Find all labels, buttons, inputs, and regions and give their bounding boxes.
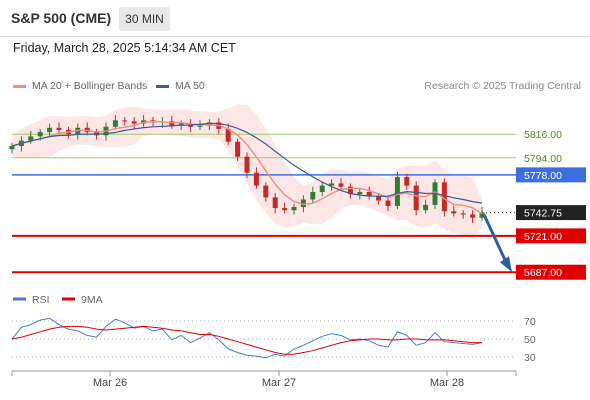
instrument-title: S&P 500 (CME) bbox=[11, 10, 112, 26]
ma50-swatch bbox=[156, 84, 169, 88]
rsi-ma-line bbox=[11, 325, 482, 355]
legend-ma20: MA 20 + Bollinger Bands bbox=[13, 80, 147, 92]
candle-body bbox=[338, 183, 344, 187]
candle-body bbox=[263, 185, 269, 198]
candle-body bbox=[206, 122, 212, 126]
candle-body bbox=[244, 156, 250, 173]
timestamp: Friday, March 28, 2025 5:14:34 AM CET bbox=[13, 41, 236, 55]
candle-body bbox=[253, 172, 259, 186]
candle-body bbox=[479, 212, 485, 218]
level-label-resistance: 5816.00 bbox=[524, 129, 562, 141]
rsi-legend-label: RSI bbox=[32, 294, 50, 306]
ma20-swatch bbox=[13, 84, 26, 88]
candle-body bbox=[385, 200, 391, 206]
candle-body bbox=[376, 196, 382, 201]
level-label-support: 5721.00 bbox=[524, 231, 562, 243]
candle-body bbox=[169, 121, 175, 126]
candle-body bbox=[197, 125, 203, 127]
candle-body bbox=[460, 213, 466, 215]
candle-body bbox=[451, 211, 457, 214]
level-label-box-pivot bbox=[516, 167, 586, 183]
credit-text: Research © 2025 Trading Central bbox=[424, 80, 581, 92]
candle-body bbox=[112, 120, 118, 127]
candle-body bbox=[37, 132, 43, 137]
candle-body bbox=[404, 177, 410, 186]
candle-body bbox=[357, 192, 363, 195]
candle-body bbox=[300, 199, 306, 207]
candle-body bbox=[470, 214, 476, 218]
candle-body bbox=[28, 136, 34, 141]
level-label-last: 5742.75 bbox=[524, 208, 562, 220]
candle-body bbox=[319, 185, 325, 192]
level-label-resistance: 5794.00 bbox=[524, 153, 562, 165]
candle-body bbox=[423, 204, 429, 211]
candle-body bbox=[225, 128, 231, 142]
candle-body bbox=[441, 182, 447, 212]
candle-body bbox=[47, 127, 53, 133]
timeframe-badge[interactable]: 30 MIN bbox=[119, 7, 170, 31]
candle-body bbox=[413, 185, 419, 211]
rsi-level-label: 50 bbox=[524, 334, 536, 346]
ma50-line bbox=[11, 122, 483, 204]
x-axis-label: Mar 28 bbox=[430, 377, 464, 389]
candle-body bbox=[394, 177, 400, 206]
forecast-arrow-shaft bbox=[482, 213, 509, 265]
header: S&P 500 (CME) 30 MIN bbox=[0, 0, 590, 36]
rsi-ma-legend-label: 9MA bbox=[81, 294, 103, 306]
candle-body bbox=[347, 186, 353, 195]
header-divider bbox=[0, 36, 590, 37]
level-label-box-support bbox=[516, 228, 586, 244]
level-label-box-last bbox=[516, 205, 586, 221]
candle-body bbox=[329, 183, 335, 186]
candle-body bbox=[291, 206, 297, 211]
candle-body bbox=[310, 192, 316, 200]
ma20-label: MA 20 + Bollinger Bands bbox=[32, 80, 148, 92]
ma50-label: MA 50 bbox=[175, 80, 205, 92]
candle-body bbox=[131, 121, 137, 124]
x-axis-label: Mar 27 bbox=[262, 377, 296, 389]
level-label-support: 5687.00 bbox=[524, 267, 562, 279]
candle-body bbox=[282, 208, 288, 211]
candle-body bbox=[272, 197, 278, 209]
candle-body bbox=[366, 192, 372, 197]
x-axis-label: Mar 26 bbox=[93, 377, 127, 389]
candle-body bbox=[56, 127, 62, 130]
level-label-pivot: 5778.00 bbox=[524, 170, 562, 182]
candle-body bbox=[9, 146, 15, 150]
candle-body bbox=[122, 120, 128, 122]
legend-ma50: MA 50 bbox=[156, 80, 205, 92]
rsi-line bbox=[11, 317, 483, 359]
forecast-arrow-head bbox=[500, 256, 512, 273]
rsi-level-label: 70 bbox=[524, 316, 536, 328]
rsi-level-label: 30 bbox=[524, 352, 536, 364]
level-label-box-support bbox=[516, 264, 586, 280]
ma20-line bbox=[11, 120, 483, 215]
candle-body bbox=[235, 141, 241, 157]
